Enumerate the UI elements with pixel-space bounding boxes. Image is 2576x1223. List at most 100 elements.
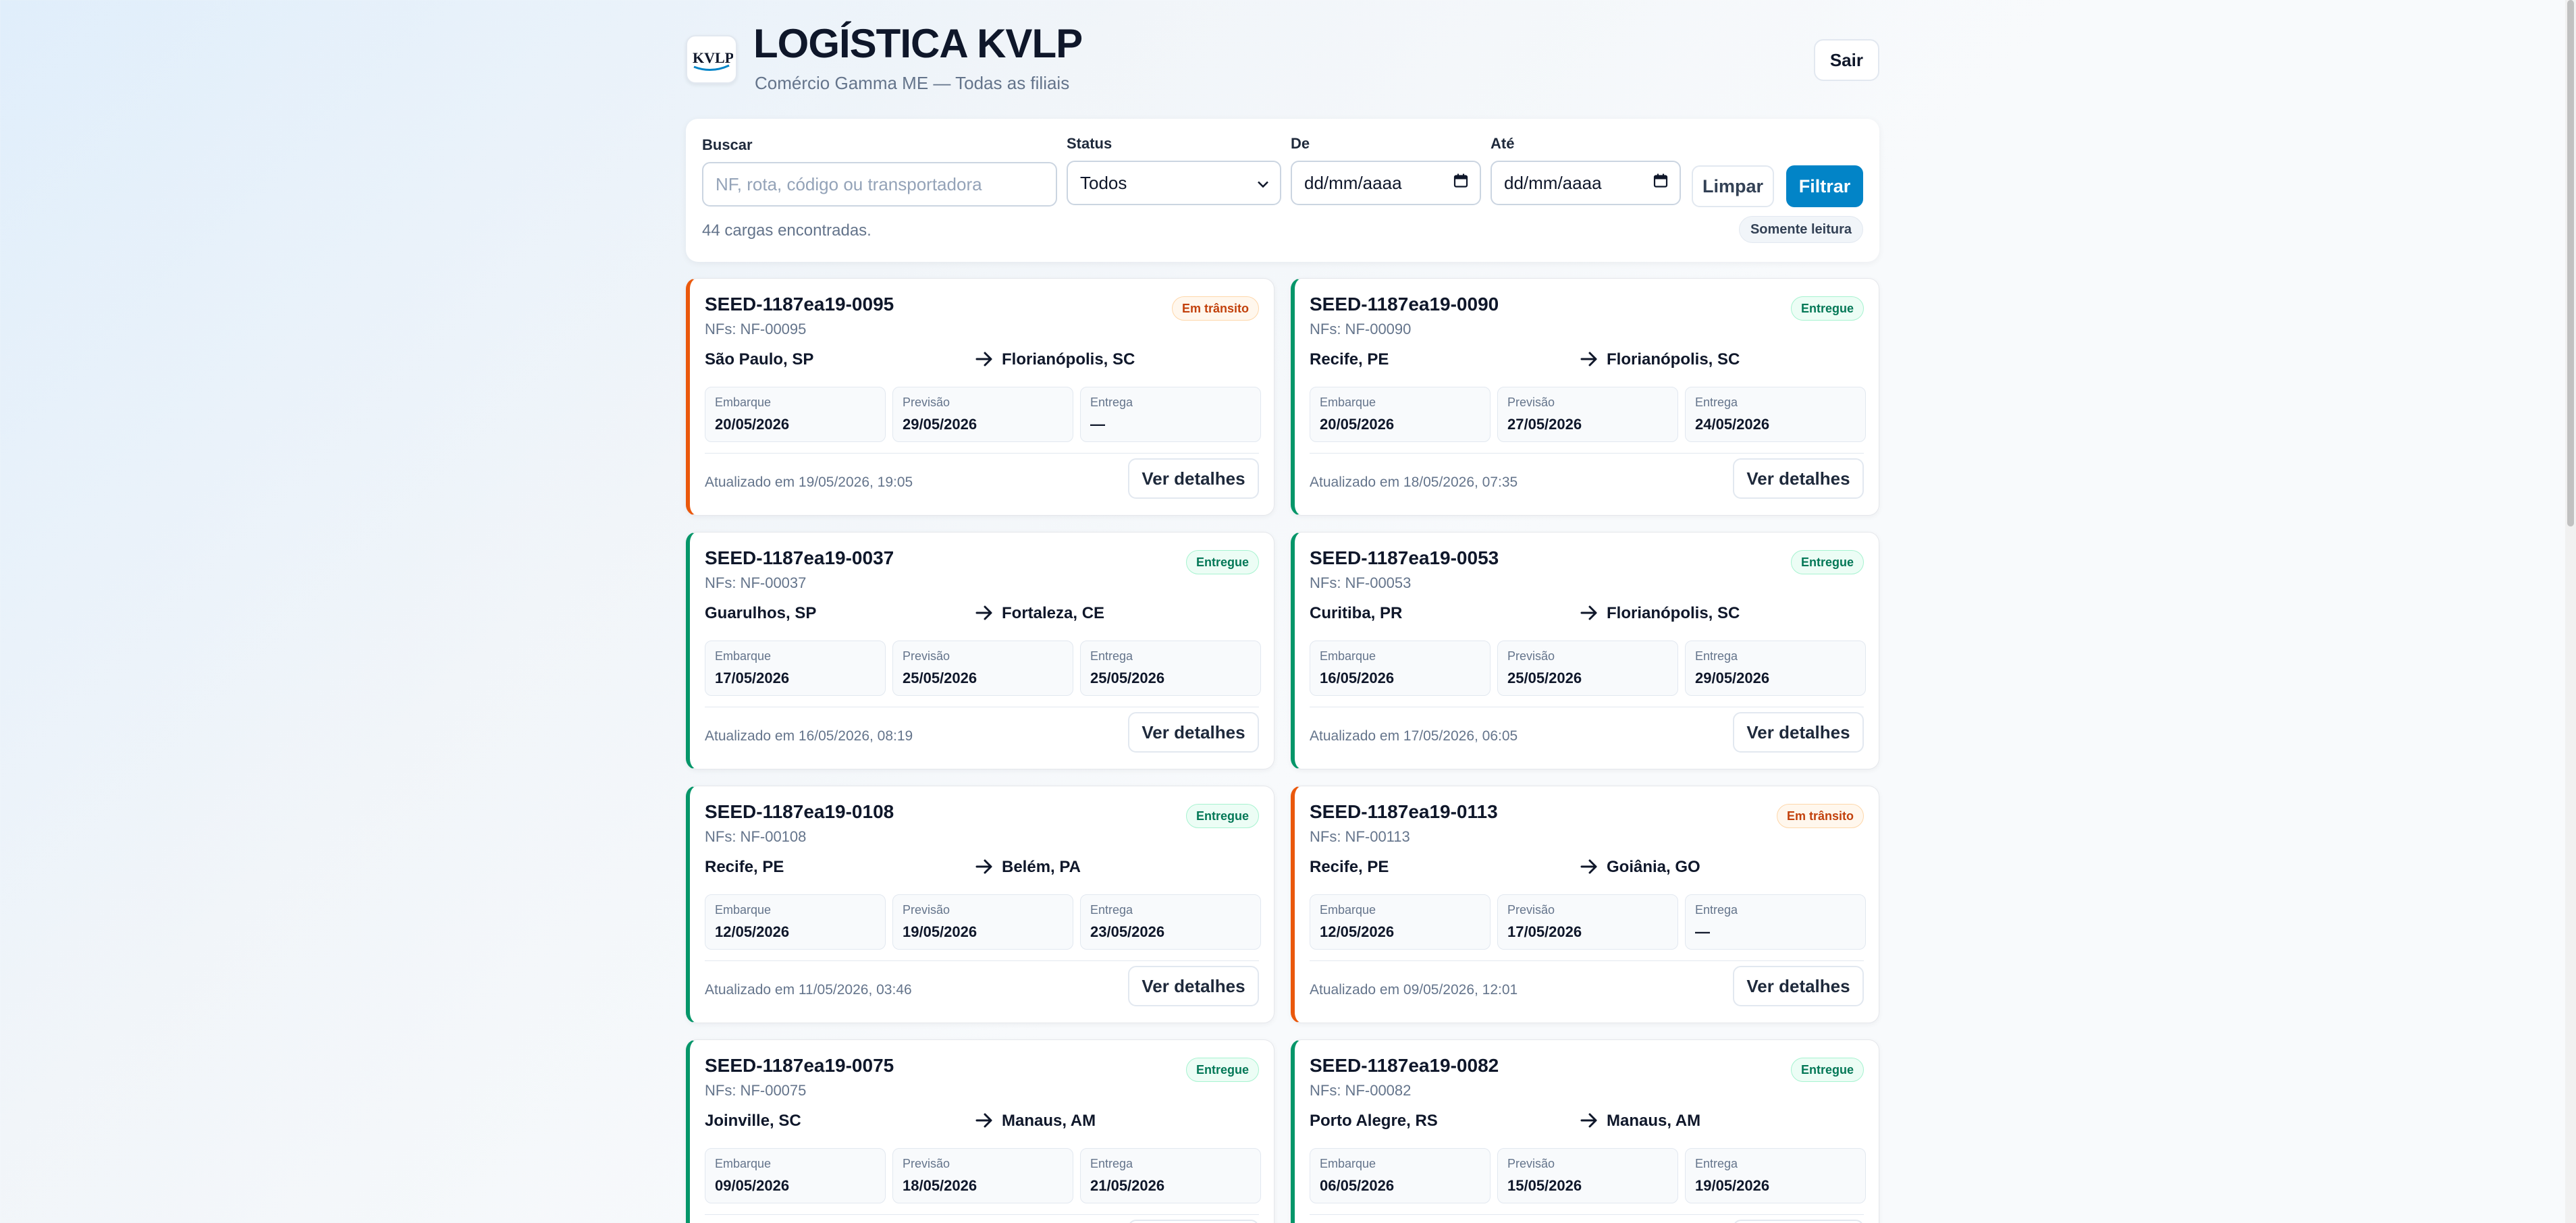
- previsao-label: Previsão: [1507, 1157, 1555, 1170]
- previsao-date: 15/05/2026: [1507, 1177, 1582, 1194]
- previsao-box: Previsão 25/05/2026: [1497, 641, 1678, 696]
- entrega-box: Entrega 21/05/2026: [1080, 1148, 1261, 1203]
- page-scrollbar[interactable]: [2565, 0, 2576, 1223]
- view-details-button[interactable]: Ver detalhes: [1128, 712, 1259, 753]
- view-details-button[interactable]: Ver detalhes: [1733, 966, 1864, 1006]
- route-destination: Goiânia, GO: [1607, 858, 1700, 876]
- route-destination: Florianópolis, SC: [1607, 350, 1740, 369]
- view-details-button[interactable]: Ver detalhes: [1128, 966, 1259, 1006]
- shipment-card: SEED-1187ea19-0082 NFs: NF-00082 Entregu…: [1291, 1039, 1879, 1223]
- date-from-input[interactable]: dd/mm/aaaa: [1291, 161, 1481, 205]
- embarque-box: Embarque 12/05/2026: [1310, 894, 1491, 950]
- route-origin: São Paulo, SP: [705, 350, 814, 369]
- calendar-icon[interactable]: [1653, 173, 1669, 194]
- shipment-nfs: NFs: NF-00037: [705, 574, 807, 591]
- shipment-code: SEED-1187ea19-0037: [705, 547, 894, 568]
- embarque-label: Embarque: [715, 396, 772, 409]
- chevron-down-icon: [1257, 173, 1269, 194]
- entrega-box: Entrega —: [1080, 387, 1261, 442]
- entrega-box: Entrega 23/05/2026: [1080, 894, 1261, 950]
- previsao-date: 25/05/2026: [1507, 670, 1582, 686]
- previsao-label: Previsão: [1507, 649, 1555, 663]
- status-badge: Entregue: [1790, 1058, 1864, 1082]
- filter-button[interactable]: Filtrar: [1786, 165, 1863, 207]
- entrega-date: 19/05/2026: [1695, 1177, 1770, 1194]
- embarque-label: Embarque: [715, 903, 772, 917]
- date-from-placeholder: dd/mm/aaaa: [1304, 172, 1402, 193]
- route-origin: Recife, PE: [705, 858, 784, 876]
- entrega-date: 23/05/2026: [1090, 923, 1165, 940]
- entrega-label: Entrega: [1695, 1157, 1738, 1170]
- filter-panel: Buscar NF, rota, código ou transportador…: [686, 119, 1879, 262]
- updated-timestamp: Atualizado em 11/05/2026, 03:46: [705, 982, 912, 998]
- card-divider: [705, 960, 1259, 961]
- arrow-right-icon: [973, 856, 995, 881]
- entrega-label: Entrega: [1695, 396, 1738, 409]
- date-from-label: De: [1291, 135, 1310, 152]
- calendar-icon[interactable]: [1453, 173, 1469, 194]
- embarque-label: Embarque: [1320, 649, 1376, 663]
- previsao-box: Previsão 15/05/2026: [1497, 1148, 1678, 1203]
- previsao-label: Previsão: [903, 649, 950, 663]
- status-badge: Entregue: [1790, 296, 1864, 321]
- previsao-label: Previsão: [1507, 903, 1555, 917]
- updated-timestamp: Atualizado em 19/05/2026, 19:05: [705, 474, 913, 490]
- updated-timestamp: Atualizado em 16/05/2026, 08:19: [705, 728, 913, 744]
- embarque-box: Embarque 09/05/2026: [705, 1148, 886, 1203]
- shipment-nfs: NFs: NF-00082: [1310, 1082, 1412, 1099]
- route-origin: Porto Alegre, RS: [1310, 1112, 1438, 1130]
- embarque-date: 20/05/2026: [715, 416, 790, 433]
- route-destination: Fortaleza, CE: [1002, 604, 1105, 622]
- arrow-right-icon: [1578, 602, 1600, 627]
- shipment-code: SEED-1187ea19-0108: [705, 801, 894, 822]
- view-details-button[interactable]: Ver detalhes: [1128, 458, 1259, 499]
- clear-button[interactable]: Limpar: [1692, 165, 1774, 207]
- shipment-code: SEED-1187ea19-0053: [1310, 547, 1499, 568]
- view-details-button[interactable]: Ver detalhes: [1128, 1220, 1259, 1223]
- embarque-label: Embarque: [715, 649, 772, 663]
- entrega-label: Entrega: [1695, 649, 1738, 663]
- route-origin: Curitiba, PR: [1310, 604, 1403, 622]
- entrega-date: —: [1090, 416, 1105, 433]
- search-input[interactable]: NF, rota, código ou transportadora: [702, 162, 1057, 207]
- logout-button[interactable]: Sair: [1813, 39, 1879, 81]
- card-divider: [1310, 960, 1864, 961]
- shipment-code: SEED-1187ea19-0075: [705, 1055, 894, 1076]
- arrow-right-icon: [973, 1110, 995, 1135]
- card-divider: [1310, 453, 1864, 454]
- previsao-date: 17/05/2026: [1507, 923, 1582, 940]
- scrollbar-thumb[interactable]: [2567, 0, 2574, 526]
- company-logo: KVLP: [686, 35, 737, 84]
- arrow-right-icon: [1578, 1110, 1600, 1135]
- previsao-box: Previsão 18/05/2026: [892, 1148, 1073, 1203]
- route-origin: Joinville, SC: [705, 1112, 801, 1130]
- page-subtitle: Comércio Gamma ME — Todas as filiais: [755, 73, 1070, 93]
- view-details-button[interactable]: Ver detalhes: [1733, 712, 1864, 753]
- date-to-placeholder: dd/mm/aaaa: [1504, 172, 1602, 193]
- embarque-box: Embarque 20/05/2026: [1310, 387, 1491, 442]
- view-details-button[interactable]: Ver detalhes: [1733, 1220, 1864, 1223]
- entrega-label: Entrega: [1090, 1157, 1133, 1170]
- status-select[interactable]: Todos: [1067, 161, 1281, 205]
- arrow-right-icon: [973, 602, 995, 627]
- status-badge: Entregue: [1790, 550, 1864, 574]
- date-to-input[interactable]: dd/mm/aaaa: [1491, 161, 1681, 205]
- previsao-label: Previsão: [903, 396, 950, 409]
- updated-timestamp: Atualizado em 17/05/2026, 06:05: [1310, 728, 1518, 744]
- entrega-date: 24/05/2026: [1695, 416, 1770, 433]
- route-destination: Manaus, AM: [1607, 1112, 1701, 1130]
- card-divider: [705, 453, 1259, 454]
- entrega-box: Entrega 24/05/2026: [1685, 387, 1866, 442]
- entrega-box: Entrega 19/05/2026: [1685, 1148, 1866, 1203]
- status-badge: Entregue: [1185, 1058, 1259, 1082]
- entrega-label: Entrega: [1090, 649, 1133, 663]
- entrega-date: 25/05/2026: [1090, 670, 1165, 686]
- status-badge: Em trânsito: [1171, 296, 1259, 321]
- updated-timestamp: Atualizado em 09/05/2026, 12:01: [1310, 982, 1518, 998]
- embarque-box: Embarque 16/05/2026: [1310, 641, 1491, 696]
- result-count: 44 cargas encontradas.: [702, 221, 871, 240]
- previsao-label: Previsão: [903, 1157, 950, 1170]
- kvlp-logo-icon: KVLP: [693, 49, 733, 71]
- view-details-button[interactable]: Ver detalhes: [1733, 458, 1864, 499]
- embarque-box: Embarque 17/05/2026: [705, 641, 886, 696]
